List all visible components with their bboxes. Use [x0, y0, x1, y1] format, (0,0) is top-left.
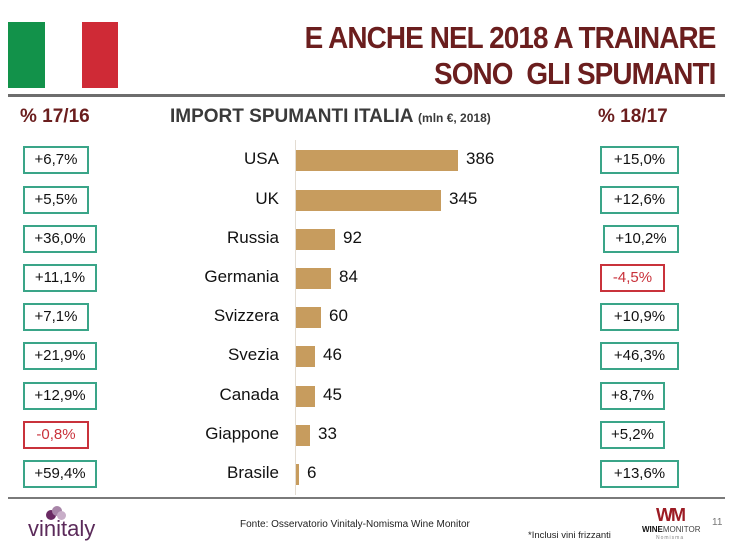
wine-monitor-logo: WM WINEMONITOR Nomisma [640, 505, 710, 543]
vinitaly-wordmark: vinitaly [28, 516, 96, 541]
wine-monitor-wordmark: WINEMONITOR [642, 525, 701, 534]
chart-title: IMPORT SPUMANTI ITALIA (mln €, 2018) [170, 106, 491, 128]
pct-18-17-badge: +15,0% [600, 146, 679, 174]
import-bar [296, 425, 310, 446]
grape-dot-icon [57, 511, 66, 520]
pct-18-17-badge: +10,2% [603, 225, 679, 253]
country-label: USA [244, 149, 279, 168]
page-title: E ANCHE NEL 2018 A TRAINARE SONO GLI SPU… [304, 20, 716, 92]
bar-value-label: 45 [323, 385, 342, 404]
bar-value-label: 60 [329, 306, 348, 325]
flag-red-stripe [82, 22, 118, 88]
bar-value-label: 46 [323, 345, 342, 364]
pct-18-17-badge: +12,6% [600, 186, 679, 214]
country-label: Svizzera [213, 306, 279, 325]
nomisma-label: Nomisma [656, 535, 685, 541]
bar-value-label: 84 [339, 267, 358, 286]
bottom-divider [8, 497, 725, 499]
title-line-2: SONO GLI SPUMANTI [433, 56, 716, 91]
pct-17-16-badge: -0,8% [23, 421, 89, 449]
country-label: Svezia [227, 345, 279, 364]
import-bar [296, 386, 315, 407]
chart-title-main: IMPORT SPUMANTI ITALIA [170, 106, 413, 127]
import-bar [296, 150, 458, 171]
import-bar [296, 464, 299, 485]
chart-axis [295, 140, 296, 495]
pct-18-17-badge: +5,2% [600, 421, 665, 449]
vinitaly-logo: vinitaly [28, 506, 108, 546]
import-bar [296, 346, 315, 367]
pct-17-16-badge: +6,7% [23, 146, 89, 174]
import-bar [296, 229, 335, 250]
country-label: Canada [219, 385, 279, 404]
pct-18-17-badge: +46,3% [600, 342, 679, 370]
import-bar [296, 268, 331, 289]
bar-value-label: 345 [449, 189, 478, 208]
left-column-header: % 17/16 [20, 106, 90, 127]
import-bar [296, 307, 321, 328]
bar-value-label: 92 [343, 228, 362, 247]
title-line-1: E ANCHE NEL 2018 A TRAINARE [304, 20, 716, 55]
pct-17-16-badge: +12,9% [23, 382, 97, 410]
country-label: Germania [204, 267, 279, 286]
import-bar [296, 190, 441, 211]
right-column-header: % 18/17 [598, 106, 668, 127]
grape-dot-icon [52, 506, 62, 516]
flag-green-stripe [8, 22, 45, 88]
page-number: 11 [712, 517, 723, 528]
bar-value-label: 6 [307, 463, 317, 482]
pct-18-17-badge: +8,7% [600, 382, 665, 410]
pct-17-16-badge: +5,5% [23, 186, 89, 214]
source-note: Fonte: Osservatorio Vinitaly-Nomisma Win… [240, 519, 470, 530]
bar-value-label: 386 [466, 149, 495, 168]
pct-18-17-badge: +10,9% [600, 303, 679, 331]
wine-monitor-mark-icon: WM [656, 505, 686, 525]
pct-17-16-badge: +11,1% [23, 264, 97, 292]
pct-17-16-badge: +21,9% [23, 342, 97, 370]
pct-17-16-badge: +59,4% [23, 460, 97, 488]
chart-title-unit: (mln €, 2018) [418, 111, 491, 125]
country-label: Giappone [205, 424, 279, 443]
pct-18-17-badge: +13,6% [600, 460, 679, 488]
country-label: Russia [227, 228, 279, 247]
country-label: Brasile [227, 463, 279, 482]
pct-17-16-badge: +36,0% [23, 225, 97, 253]
pct-18-17-badge: -4,5% [600, 264, 665, 292]
country-label: UK [255, 189, 279, 208]
footnote: *Inclusi vini frizzanti [528, 530, 611, 541]
bar-value-label: 33 [318, 424, 337, 443]
top-divider [8, 94, 725, 97]
grape-dot-icon [46, 510, 56, 520]
pct-17-16-badge: +7,1% [23, 303, 89, 331]
